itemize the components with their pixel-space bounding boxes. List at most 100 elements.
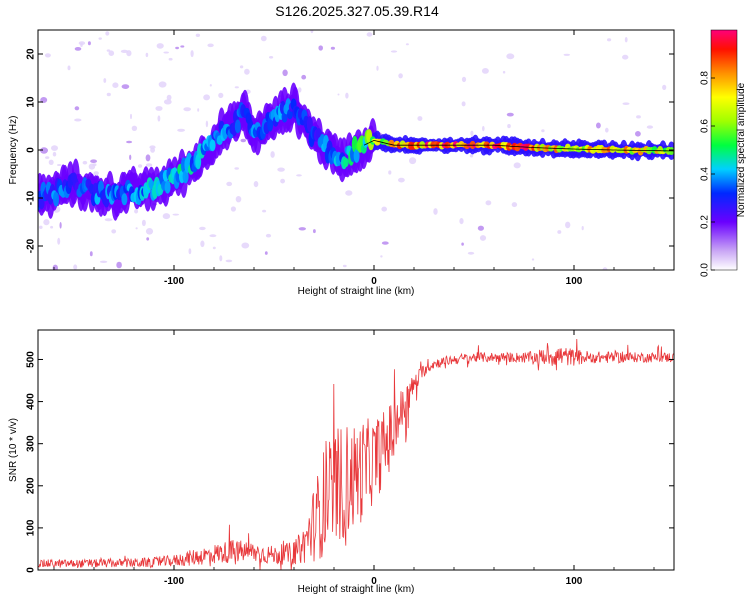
- spectrogram-speckle: [381, 241, 389, 245]
- x-tick-label: 0: [371, 276, 377, 287]
- spectrogram-speckle: [131, 125, 138, 131]
- spectrogram-speckle: [218, 92, 224, 99]
- spectrogram-speckle: [156, 43, 164, 49]
- spectrogram-speckle: [513, 162, 521, 169]
- spectrogram-speckle: [155, 106, 163, 111]
- spectrogram-speckle: [89, 251, 93, 257]
- spectrogram-cell: [353, 148, 360, 163]
- spectrogram-speckle: [145, 228, 154, 235]
- spectrogram-speckle: [296, 174, 302, 177]
- colorbar-tick-label: 0.8: [700, 71, 711, 85]
- spectrogram-speckle: [337, 93, 340, 96]
- spectrogram-speckle: [197, 108, 200, 112]
- y-tick-label: 0: [26, 147, 37, 153]
- spectrogram-speckle: [111, 229, 117, 234]
- spectrogram-speckle: [380, 255, 383, 258]
- spectrogram-speckle: [108, 50, 115, 56]
- spectrogram-speckle: [531, 258, 535, 261]
- spectrogram-speckle: [662, 84, 667, 90]
- spectrogram-speckle: [381, 206, 388, 212]
- spectrogram-speckle: [45, 156, 50, 159]
- spectrogram-speckle: [459, 218, 464, 225]
- snr-ylabel: SNR (10 * v/v): [8, 418, 19, 482]
- spectrogram-speckle: [264, 251, 268, 255]
- spectrogram-speckle: [163, 51, 169, 54]
- spectrogram-speckle: [121, 84, 130, 89]
- spectrogram-speckle: [203, 94, 211, 101]
- y-tick-label: 500: [26, 351, 37, 368]
- spectrogram-speckle: [253, 181, 259, 188]
- spectrogram-speckle: [50, 225, 54, 229]
- spectrogram-speckle: [313, 229, 316, 234]
- spectrogram-speckle: [78, 41, 86, 45]
- spectrogram-speckle: [596, 122, 601, 129]
- y-tick-label: 10: [26, 96, 37, 108]
- colorbar-tick-label: 0.4: [700, 167, 711, 181]
- spectrogram-speckle: [134, 209, 139, 214]
- x-tick-label: 100: [566, 576, 583, 587]
- spectrogram-speckle: [506, 53, 515, 60]
- spectrogram-speckle: [166, 94, 172, 101]
- spectrogram-speckle: [461, 242, 464, 246]
- spectrogram-speckle: [461, 76, 467, 83]
- spectrogram-speckle: [563, 53, 571, 56]
- spectrogram-speckle: [318, 45, 324, 51]
- spectrogram-speckle: [270, 151, 275, 158]
- spectrogram-speckle: [157, 115, 161, 122]
- spectrogram-speckle: [388, 170, 392, 175]
- spectrogram-speckle: [129, 154, 132, 160]
- y-tick-label: 400: [26, 393, 37, 410]
- spectrogram-speckle: [59, 222, 62, 229]
- spectrogram-speckle: [605, 127, 609, 133]
- spectrogram-speckle: [262, 209, 267, 213]
- y-tick-label: 100: [26, 519, 37, 536]
- spectrogram-speckle: [190, 50, 194, 58]
- spectrogram-speckle: [345, 190, 353, 196]
- spectrogram-speckle: [48, 159, 54, 165]
- spectrogram-speckle: [506, 112, 514, 117]
- spectrogram-frame: [37, 29, 675, 271]
- spectrogram-speckle: [330, 46, 335, 50]
- spectrogram-speckle: [145, 163, 153, 167]
- spectrogram-speckle: [43, 219, 50, 226]
- spectrogram-speckle: [226, 181, 233, 187]
- spectrogram-speckle: [469, 154, 474, 158]
- spectrogram-speckle: [104, 218, 113, 222]
- spectrogram-speckle: [565, 221, 571, 229]
- colorbar-gradient: [710, 29, 738, 271]
- spectrogram-speckle: [477, 225, 484, 231]
- spectrogram-speckle: [240, 138, 247, 143]
- spectrogram-cell: [209, 139, 216, 152]
- spectrogram-speckle: [502, 70, 506, 74]
- spectrogram-speckle: [269, 56, 274, 59]
- spectrogram-speckle: [277, 167, 285, 172]
- y-tick-label: 0: [26, 567, 37, 573]
- spectrogram-speckle: [82, 160, 88, 165]
- snr-panel: -100 0 100 0 100 200 300 400 500 Height of strai…: [8, 329, 675, 595]
- spectrogram-speckle: [90, 159, 97, 163]
- spectrogram-speckle: [87, 41, 91, 46]
- spectrogram-speckle: [239, 65, 244, 69]
- spectrogram-speckle: [116, 261, 122, 269]
- spectrogram-speckle: [622, 102, 630, 105]
- spectrogram-xlabel: Height of straight line (km): [298, 286, 415, 297]
- spectrogram-speckle: [207, 43, 214, 48]
- spectrogram-speckle: [105, 31, 110, 36]
- spectrogram-speckle: [225, 259, 233, 263]
- colorbar: 0.0 0.2 0.4 0.6 0.8 Normalized spectral ampl…: [700, 29, 747, 277]
- spectrogram-speckle: [376, 65, 379, 71]
- spectrogram-speckle: [433, 208, 438, 215]
- spectrogram-speckle: [112, 82, 119, 88]
- snr-frame: [37, 329, 675, 571]
- spectrogram-speckle: [106, 92, 111, 97]
- spectrogram-ridge-line: [363, 139, 674, 152]
- spectrogram-speckle: [93, 171, 99, 176]
- spectrogram-speckle: [345, 92, 349, 99]
- spectrogram-speckle: [188, 248, 192, 255]
- spectrogram-speckle: [280, 178, 285, 184]
- spectrogram-speckle: [209, 84, 212, 87]
- spectrogram-speckle: [183, 107, 191, 112]
- spectrogram-speckle: [44, 53, 51, 58]
- snr-series-line: [38, 338, 674, 570]
- spectrogram-speckle: [99, 260, 108, 263]
